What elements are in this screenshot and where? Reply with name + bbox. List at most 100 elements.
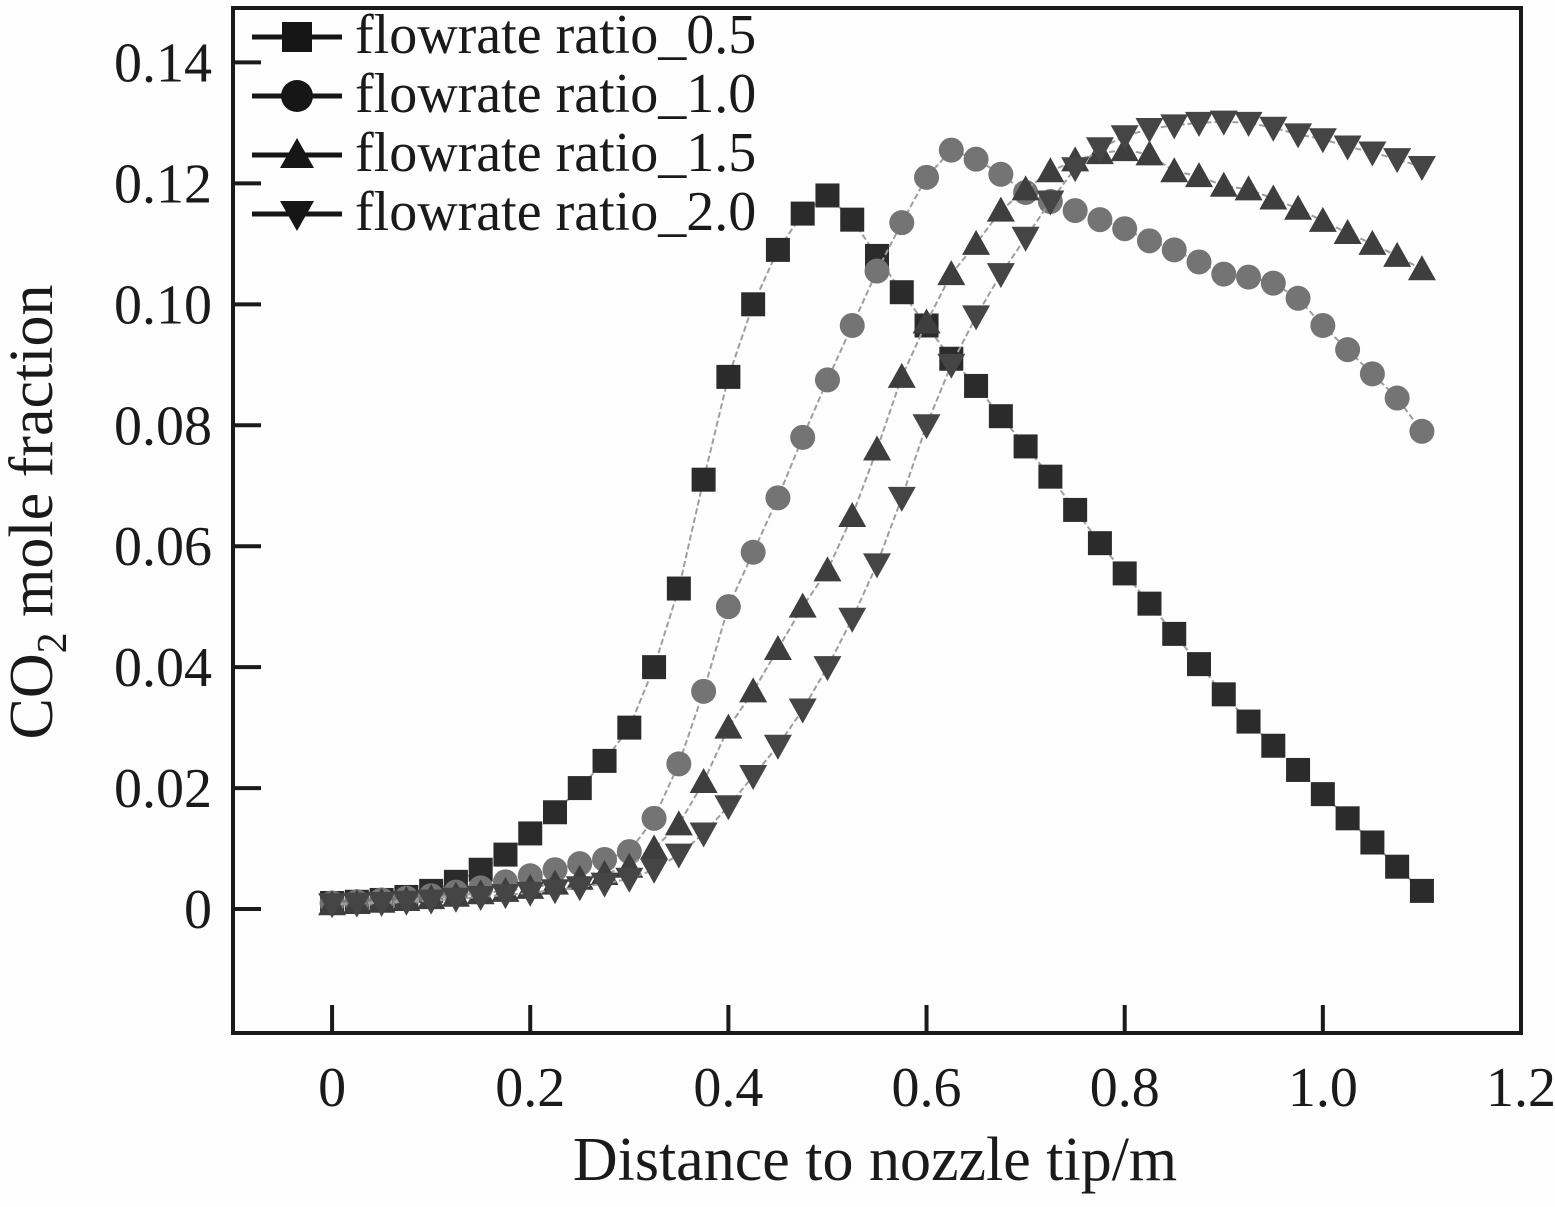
triangle-down-marker	[912, 414, 941, 440]
circle-marker	[839, 312, 865, 338]
square-marker	[1261, 733, 1286, 758]
triangle-up-marker	[1209, 171, 1238, 197]
y-tick-label: 0.08	[114, 395, 212, 457]
triangle-down-marker	[1234, 111, 1263, 137]
square-marker	[1013, 434, 1038, 459]
circle-marker	[1161, 237, 1187, 263]
square-marker	[567, 776, 592, 801]
triangle-down-marker	[1383, 148, 1412, 174]
y-axis-title-rest: mole fraction	[0, 285, 66, 633]
legend-label: flowrate ratio_1.5	[355, 121, 757, 184]
triangle-up-marker	[1185, 162, 1213, 188]
triangle-up-marker	[1333, 218, 1362, 244]
triangle-down-marker	[466, 885, 495, 911]
circle-marker	[1136, 228, 1162, 254]
triangle-up-marker	[838, 501, 867, 527]
triangle-down-marker	[1160, 114, 1189, 140]
square-marker	[765, 237, 790, 262]
triangle-down-marker	[541, 879, 569, 905]
circle-marker	[938, 137, 964, 163]
circle-marker	[889, 210, 915, 236]
square-marker	[741, 292, 766, 317]
circle-marker	[1211, 261, 1237, 287]
square-marker	[1137, 591, 1162, 616]
triangle-down-marker	[1185, 111, 1213, 137]
triangle-down-marker	[788, 698, 817, 724]
square-marker	[1038, 464, 1063, 489]
series-line	[332, 194, 1423, 904]
square-marker	[1087, 531, 1112, 556]
circle-marker	[814, 367, 840, 393]
triangle-down-marker	[342, 892, 371, 918]
y-tick-label: 0.12	[114, 153, 212, 215]
series-flowrate-ratio-2.0	[318, 110, 1436, 919]
square-marker	[617, 715, 642, 740]
triangle-up-marker	[887, 362, 916, 388]
triangle-up-marker	[912, 308, 941, 334]
y-axis-title: CO2 mole fraction	[0, 285, 76, 740]
triangle-up-marker	[986, 196, 1015, 222]
square-marker	[1360, 830, 1385, 855]
triangle-down-marker	[590, 872, 619, 898]
triangle-down-marker	[1011, 226, 1040, 252]
triangle-up-marker	[664, 810, 693, 836]
x-tick-label: 0.8	[1090, 1057, 1160, 1119]
square-marker	[642, 655, 667, 680]
triangle-up-marker	[813, 556, 842, 582]
plot-generated-layer: 0 0.2 0.4 0.6 0.8 1.0 1.2 0 0.02 0.04 0.06 0.08 0.10…	[114, 6, 1555, 1119]
square-marker	[1335, 806, 1360, 831]
circle-marker	[740, 539, 766, 565]
circle-marker	[592, 846, 618, 872]
circle-marker	[1285, 285, 1311, 311]
triangle-down-marker	[1085, 137, 1114, 163]
triangle-down-marker	[516, 881, 545, 907]
circle-marker	[666, 751, 692, 777]
triangle-up-marker	[863, 435, 891, 461]
legend-item-flowrate-ratio-1-5: flowrate ratio_1.5	[247, 125, 756, 184]
square-marker	[1385, 854, 1410, 879]
square-marker	[840, 207, 865, 232]
triangle-down-marker	[986, 263, 1015, 289]
x-tick-label: 0.6	[892, 1057, 962, 1119]
square-marker	[1187, 652, 1211, 677]
square-marker	[666, 576, 691, 601]
square-marker	[1409, 878, 1434, 903]
triangle-down-marker	[937, 353, 966, 379]
triangle-down-marker	[763, 734, 792, 760]
triangle-down-marker	[640, 858, 669, 884]
circle-marker	[914, 164, 940, 190]
square-marker	[1310, 782, 1335, 807]
triangle-up-marker	[739, 677, 768, 703]
triangle-up-marker	[1011, 175, 1040, 201]
square-marker	[1286, 757, 1311, 782]
square-marker	[691, 467, 716, 492]
triangle-up-marker	[714, 713, 743, 739]
square-marker	[1162, 621, 1187, 646]
triangle-up-marker	[640, 834, 669, 860]
y-tick-label: 0.06	[114, 516, 212, 578]
circle-marker	[765, 485, 791, 511]
legend-circle-icon	[252, 79, 342, 112]
triangle-down-marker	[813, 656, 842, 682]
triangle-down-marker	[615, 867, 644, 893]
legend-triangle-up-icon	[252, 137, 342, 168]
triangle-up-marker	[1135, 140, 1164, 166]
legend-triangle-up-glyph	[280, 137, 314, 168]
x-tick-label: 0	[318, 1057, 346, 1119]
triangle-down-marker	[367, 891, 396, 917]
circle-marker	[1409, 418, 1435, 444]
triangle-down-marker	[1284, 123, 1313, 149]
legend-label: flowrate ratio_0.5	[355, 3, 757, 66]
circle-marker	[988, 161, 1014, 187]
legend-circle-glyph	[281, 79, 313, 112]
triangle-down-marker	[1036, 190, 1065, 216]
legend-item-flowrate-ratio-2-0: flowrate ratio_2.0	[247, 184, 756, 243]
triangle-down-marker	[1333, 135, 1362, 161]
triangle-up-marker	[1358, 229, 1387, 255]
x-tick-label: 1.2	[1486, 1057, 1555, 1119]
y-tick-label: 0.04	[114, 637, 212, 699]
y-axis-title-main: CO	[0, 653, 66, 739]
circle-marker	[790, 424, 816, 450]
